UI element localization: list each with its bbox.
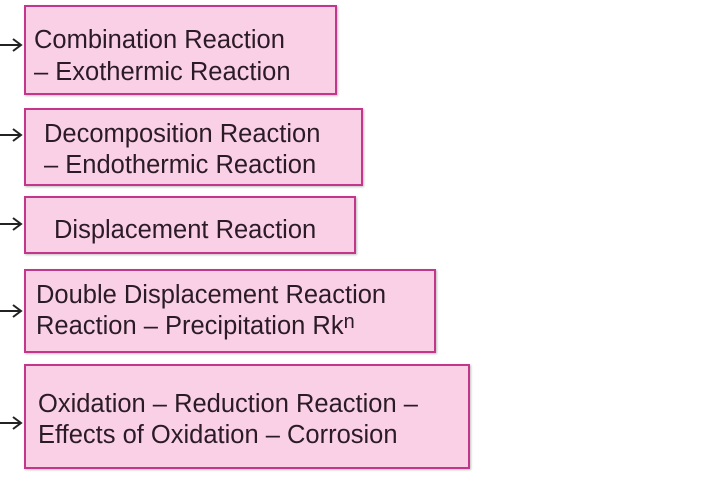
box-line: Effects of Oxidation – Corrosion	[38, 421, 398, 449]
box-line: Reaction – Precipitation Rkn	[36, 311, 355, 340]
right-arrow-icon	[0, 128, 23, 142]
box-line: Double Displacement Reaction	[36, 281, 387, 309]
box-decomposition-reaction: Decomposition Reaction – Endothermic Rea…	[24, 108, 363, 186]
right-arrow-icon	[0, 217, 23, 231]
box-line: – Exothermic Reaction	[34, 58, 291, 86]
box-oxidation-reduction-reaction: Oxidation – Reduction Reaction – Effects…	[24, 364, 470, 469]
box-line: Displacement Reaction	[54, 216, 317, 244]
right-arrow-icon	[0, 38, 23, 52]
box-line: Decomposition Reaction	[44, 120, 321, 148]
box-double-displacement-reaction: Double Displacement Reaction Reaction – …	[24, 269, 436, 353]
box-displacement-reaction: Displacement Reaction	[24, 196, 356, 254]
superscript: n	[343, 311, 355, 333]
box-line: – Endothermic Reaction	[44, 151, 317, 179]
box-line: Oxidation – Reduction Reaction –	[38, 390, 418, 418]
right-arrow-icon	[0, 416, 23, 430]
box-line: Combination Reaction	[34, 26, 285, 54]
right-arrow-icon	[0, 304, 23, 318]
box-combination-reaction: Combination Reaction – Exothermic Reacti…	[24, 5, 337, 95]
box-line-text: Reaction – Precipitation Rk	[36, 312, 344, 340]
